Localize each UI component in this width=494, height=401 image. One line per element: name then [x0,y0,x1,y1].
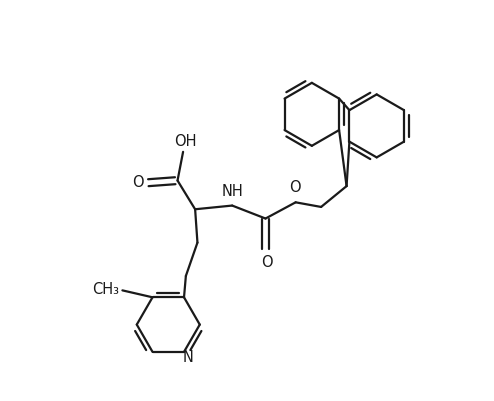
Text: OH: OH [174,134,197,149]
Text: O: O [261,255,272,269]
Text: NH: NH [221,183,243,198]
Text: O: O [289,180,300,195]
Text: CH₃: CH₃ [92,282,119,296]
Text: N: N [182,349,193,364]
Text: O: O [132,175,144,190]
